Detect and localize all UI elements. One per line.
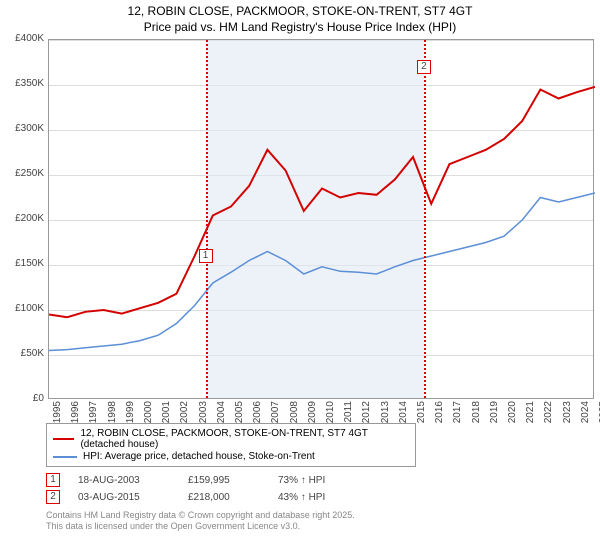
- x-tick-label: 2011: [343, 401, 354, 431]
- x-tick-label: 2015: [416, 401, 427, 431]
- footnote: Contains HM Land Registry data © Crown c…: [46, 510, 592, 532]
- marker-box: 1: [199, 249, 213, 263]
- x-tick-label: 2006: [252, 401, 263, 431]
- y-tick-label: £400K: [0, 33, 44, 44]
- x-tick-label: 2004: [216, 401, 227, 431]
- y-tick-label: £350K: [0, 78, 44, 89]
- x-tick-label: 2008: [289, 401, 300, 431]
- x-tick-label: 2007: [270, 401, 281, 431]
- plot-area: 12: [48, 39, 594, 399]
- marker-row-1: 1 18-AUG-2003 £159,995 73% ↑ HPI: [46, 473, 592, 487]
- x-tick-label: 2014: [398, 401, 409, 431]
- x-tick-label: 1998: [107, 401, 118, 431]
- x-tick-label: 1997: [88, 401, 99, 431]
- footnote-line2: This data is licensed under the Open Gov…: [46, 521, 592, 532]
- marker-num-2: 2: [46, 490, 60, 504]
- x-tick-label: 2023: [562, 401, 573, 431]
- x-tick-label: 1999: [125, 401, 136, 431]
- marker-pct-2: 43% ↑ HPI: [278, 492, 368, 503]
- legend-swatch-2: [53, 456, 77, 458]
- marker-price-2: £218,000: [188, 492, 278, 503]
- x-tick-label: 2001: [161, 401, 172, 431]
- x-tick-label: 2020: [507, 401, 518, 431]
- marker-line: [424, 40, 426, 398]
- y-tick-label: £0: [0, 393, 44, 404]
- marker-date-1: 18-AUG-2003: [78, 475, 188, 486]
- x-tick-label: 2017: [452, 401, 463, 431]
- marker-pct-1: 73% ↑ HPI: [278, 475, 368, 486]
- marker-price-1: £159,995: [188, 475, 278, 486]
- legend-swatch-1: [53, 438, 74, 441]
- series-line: [49, 193, 595, 351]
- x-tick-label: 2016: [434, 401, 445, 431]
- marker-row-2: 2 03-AUG-2015 £218,000 43% ↑ HPI: [46, 490, 592, 504]
- series-line: [49, 87, 595, 317]
- y-tick-label: £150K: [0, 258, 44, 269]
- chart-area: £0£50K£100K£150K£200K£250K£300K£350K£400…: [6, 39, 596, 419]
- x-tick-label: 2024: [580, 401, 591, 431]
- x-tick-label: 2005: [234, 401, 245, 431]
- x-tick-label: 2022: [543, 401, 554, 431]
- marker-date-2: 03-AUG-2015: [78, 492, 188, 503]
- x-tick-label: 2009: [307, 401, 318, 431]
- chart-lines: [49, 40, 595, 400]
- title-line1: 12, ROBIN CLOSE, PACKMOOR, STOKE-ON-TREN…: [4, 4, 596, 20]
- x-tick-label: 1995: [52, 401, 63, 431]
- x-tick-label: 2012: [361, 401, 372, 431]
- x-tick-label: 2021: [525, 401, 536, 431]
- marker-num-1: 1: [46, 473, 60, 487]
- footnote-line1: Contains HM Land Registry data © Crown c…: [46, 510, 592, 521]
- x-tick-label: 2000: [143, 401, 154, 431]
- marker-box: 2: [417, 60, 431, 74]
- y-tick-label: £300K: [0, 123, 44, 134]
- x-tick-label: 2003: [198, 401, 209, 431]
- y-tick-label: £100K: [0, 303, 44, 314]
- chart-title: 12, ROBIN CLOSE, PACKMOOR, STOKE-ON-TREN…: [4, 4, 596, 35]
- x-tick-label: 2013: [380, 401, 391, 431]
- y-tick-label: £200K: [0, 213, 44, 224]
- x-tick-label: 2010: [325, 401, 336, 431]
- title-line2: Price paid vs. HM Land Registry's House …: [4, 20, 596, 36]
- x-tick-label: 1996: [70, 401, 81, 431]
- legend-label-1: 12, ROBIN CLOSE, PACKMOOR, STOKE-ON-TREN…: [80, 428, 409, 450]
- legend-label-2: HPI: Average price, detached house, Stok…: [83, 451, 315, 462]
- marker-line: [206, 40, 208, 398]
- y-tick-label: £50K: [0, 348, 44, 359]
- x-tick-label: 2002: [179, 401, 190, 431]
- x-tick-label: 2019: [489, 401, 500, 431]
- x-tick-label: 2018: [471, 401, 482, 431]
- legend-item-2: HPI: Average price, detached house, Stok…: [53, 451, 409, 462]
- markers-table: 1 18-AUG-2003 £159,995 73% ↑ HPI 2 03-AU…: [46, 473, 592, 504]
- y-tick-label: £250K: [0, 168, 44, 179]
- legend-item-1: 12, ROBIN CLOSE, PACKMOOR, STOKE-ON-TREN…: [53, 428, 409, 450]
